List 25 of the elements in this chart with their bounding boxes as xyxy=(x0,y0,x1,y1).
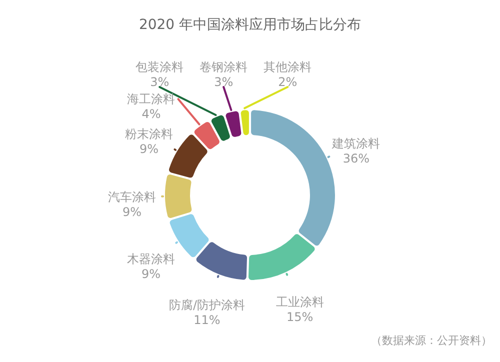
donut-slice xyxy=(248,234,315,280)
data-label: 4% xyxy=(142,107,161,122)
donut-slice xyxy=(165,174,192,218)
data-label: 9% xyxy=(140,142,159,156)
data-label: 2% xyxy=(278,75,298,89)
slice-label: 包装涂料 xyxy=(136,60,184,74)
slice-label: 工业涂料 xyxy=(276,294,324,309)
data-label: 11% xyxy=(194,312,220,327)
data-label: 3% xyxy=(150,75,170,89)
chart-title: 2020 年中国涂料应用市场占比分布 xyxy=(138,17,362,33)
data-label: 9% xyxy=(141,267,161,282)
slice-label: 防腐/防护涂料 xyxy=(168,298,245,312)
slice-label: 其他涂料 xyxy=(264,60,312,74)
data-label: 9% xyxy=(122,204,142,219)
slice-label: 建筑涂料 xyxy=(331,136,380,151)
slice-label: 木器涂料 xyxy=(127,252,176,266)
slice-label: 海工涂料 xyxy=(127,92,176,106)
data-label: 3% xyxy=(214,75,234,89)
slice-label: 卷钢涂料 xyxy=(200,60,248,74)
text: （数据来源：公开资料） xyxy=(371,334,492,347)
slice-label: 汽车涂料 xyxy=(108,190,156,204)
data-label: 15% xyxy=(286,310,314,324)
data-label: 36% xyxy=(342,152,370,166)
slice-label: 粉末涂料 xyxy=(125,126,174,141)
donut-slice xyxy=(196,242,248,280)
